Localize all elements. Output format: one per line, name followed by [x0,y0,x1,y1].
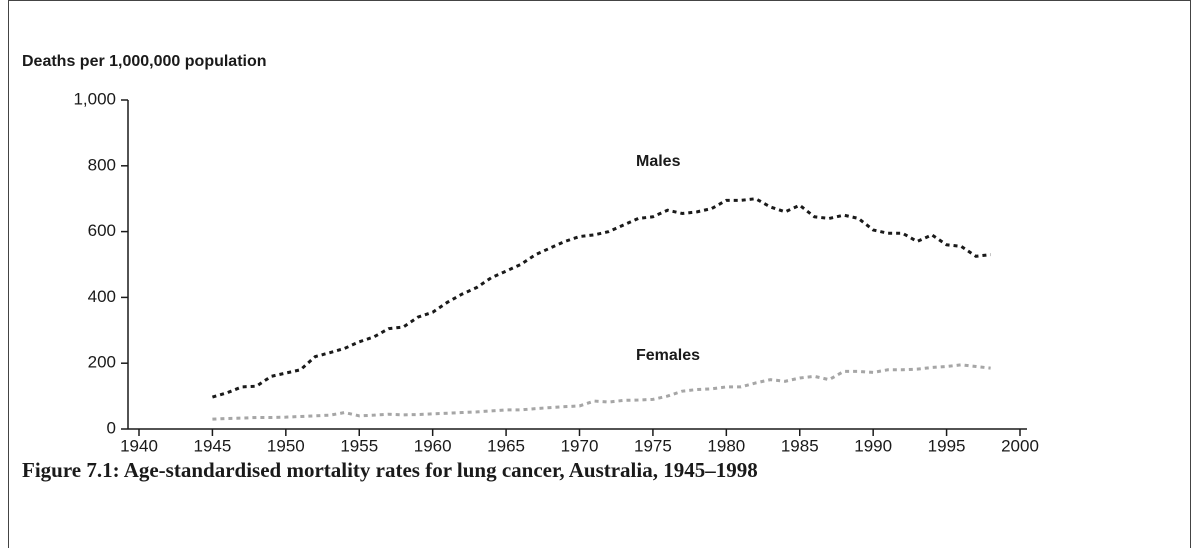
x-tick-label: 1995 [928,436,966,455]
y-tick-label: 1,000 [73,89,116,108]
x-tick-label: 1975 [634,436,672,455]
x-tick-label: 1970 [561,436,599,455]
x-tick-label: 2000 [1001,436,1039,455]
x-tick-label: 1985 [781,436,819,455]
x-tick-label: 1965 [487,436,525,455]
chart-title: Figure 7.1: Age-standardised mortality r… [22,458,758,482]
annotation: Females [636,347,700,364]
series-line [212,363,991,421]
annotation: Males [636,153,681,170]
x-tick-label: 1940 [120,436,158,455]
y-tick-label: 0 [107,418,116,437]
x-tick-label: 1955 [340,436,378,455]
frame [8,0,1191,548]
series-line [211,197,991,399]
y-tick-label: 200 [88,353,116,372]
x-tick-label: 1960 [414,436,452,455]
x-tick-label: 1945 [194,436,232,455]
x-tick-label: 1950 [267,436,305,455]
y-tick-label: 800 [88,155,116,174]
x-tick-label: 1980 [707,436,745,455]
y-tick-label: 400 [88,287,116,306]
y-axis-title: Deaths per 1,000,000 population [22,53,267,70]
x-tick-label: 1990 [854,436,892,455]
y-tick-label: 600 [88,221,116,240]
